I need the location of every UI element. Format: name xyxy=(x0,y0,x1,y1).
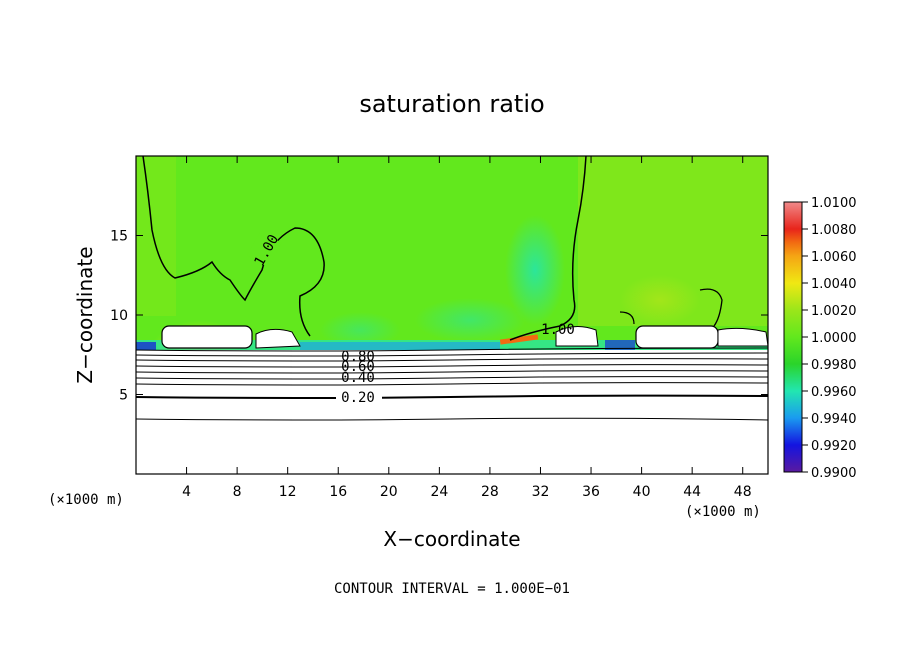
colorbar-tick-label: 1.0060 xyxy=(811,250,857,265)
chart-title: saturation ratio xyxy=(359,90,544,118)
x-unit-label: (×1000 m) xyxy=(48,492,124,508)
contour-lines xyxy=(136,156,768,421)
z-unit-label: (×1000 m) xyxy=(685,504,761,520)
colorbar-tick-label: 1.0020 xyxy=(811,304,857,319)
colorbar-tick-label: 0.9940 xyxy=(811,412,857,427)
y-axis-label: Z−coordinate xyxy=(73,246,97,383)
y-axis: 5 10 15 xyxy=(110,229,768,404)
x-tick-label: 36 xyxy=(582,484,600,500)
contour-label: 0.60 xyxy=(341,359,375,375)
contour-interval-note: CONTOUR INTERVAL = 1.000E−01 xyxy=(334,581,570,597)
contour-label: 1.00 xyxy=(541,322,575,338)
colorbar-tick-label: 0.9900 xyxy=(811,466,857,481)
y-tick-label: 5 xyxy=(119,388,128,404)
contour-label: 0.40 xyxy=(341,370,375,386)
y-tick-label: 15 xyxy=(110,229,128,245)
contour-label: 0.80 xyxy=(341,349,375,365)
x-tick-label: 40 xyxy=(633,484,651,500)
x-tick-label: 44 xyxy=(683,484,701,500)
colorbar: 1.0100 1.0080 1.0060 1.0040 1.0020 1.0000 0.99… xyxy=(783,196,857,481)
x-tick-label: 8 xyxy=(233,484,242,500)
x-tick-label: 16 xyxy=(329,484,347,500)
x-tick-label: 48 xyxy=(734,484,752,500)
x-axis: 4 8 12 16 20 24 28 32 36 40 44 48 xyxy=(182,156,752,500)
x-axis-label: X−coordinate xyxy=(383,527,520,551)
colorbar-tick-label: 1.0040 xyxy=(811,277,857,292)
colorbar-tick-label: 1.0100 xyxy=(811,196,857,211)
colorbar-scale xyxy=(783,201,803,473)
heatmap-field xyxy=(136,156,768,474)
x-tick-label: 28 xyxy=(481,484,499,500)
colorbar-tick-label: 0.9960 xyxy=(811,385,857,400)
contour-label: 0.20 xyxy=(341,390,375,406)
x-tick-label: 32 xyxy=(532,484,550,500)
x-tick-label: 20 xyxy=(380,484,398,500)
colorbar-tick-label: 0.9920 xyxy=(811,439,857,454)
contour-labels: 1.00 1.00 0.80 0.60 0.40 0.20 xyxy=(246,230,575,406)
x-tick-label: 12 xyxy=(279,484,297,500)
y-tick-label: 10 xyxy=(110,308,128,324)
x-tick-label: 24 xyxy=(430,484,448,500)
colorbar-tick-label: 1.0080 xyxy=(811,223,857,238)
x-tick-label: 4 xyxy=(182,484,191,500)
colorbar-tick-label: 0.9980 xyxy=(811,358,857,373)
colorbar-tick-label: 1.0000 xyxy=(811,331,857,346)
